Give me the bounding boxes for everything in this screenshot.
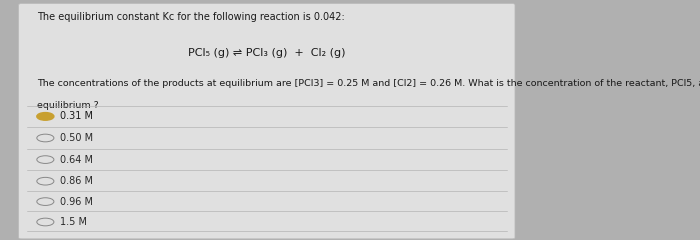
Text: 0.31 M: 0.31 M (60, 111, 93, 121)
Circle shape (37, 113, 54, 120)
Text: PCl₅ (g) ⇌ PCl₃ (g)  +  Cl₂ (g): PCl₅ (g) ⇌ PCl₃ (g) + Cl₂ (g) (188, 48, 346, 58)
Text: 0.64 M: 0.64 M (60, 155, 93, 165)
Text: 0.96 M: 0.96 M (60, 197, 93, 207)
Text: The concentrations of the products at equilibrium are [PCl3] = 0.25 M and [Cl2] : The concentrations of the products at eq… (37, 79, 700, 88)
Text: 0.50 M: 0.50 M (60, 133, 93, 143)
Text: 1.5 M: 1.5 M (60, 217, 87, 227)
FancyBboxPatch shape (19, 4, 515, 239)
Text: equilibrium ?: equilibrium ? (37, 101, 99, 110)
Text: The equilibrium constant Kc for the following reaction is 0.042:: The equilibrium constant Kc for the foll… (37, 12, 345, 22)
Text: 0.86 M: 0.86 M (60, 176, 93, 186)
